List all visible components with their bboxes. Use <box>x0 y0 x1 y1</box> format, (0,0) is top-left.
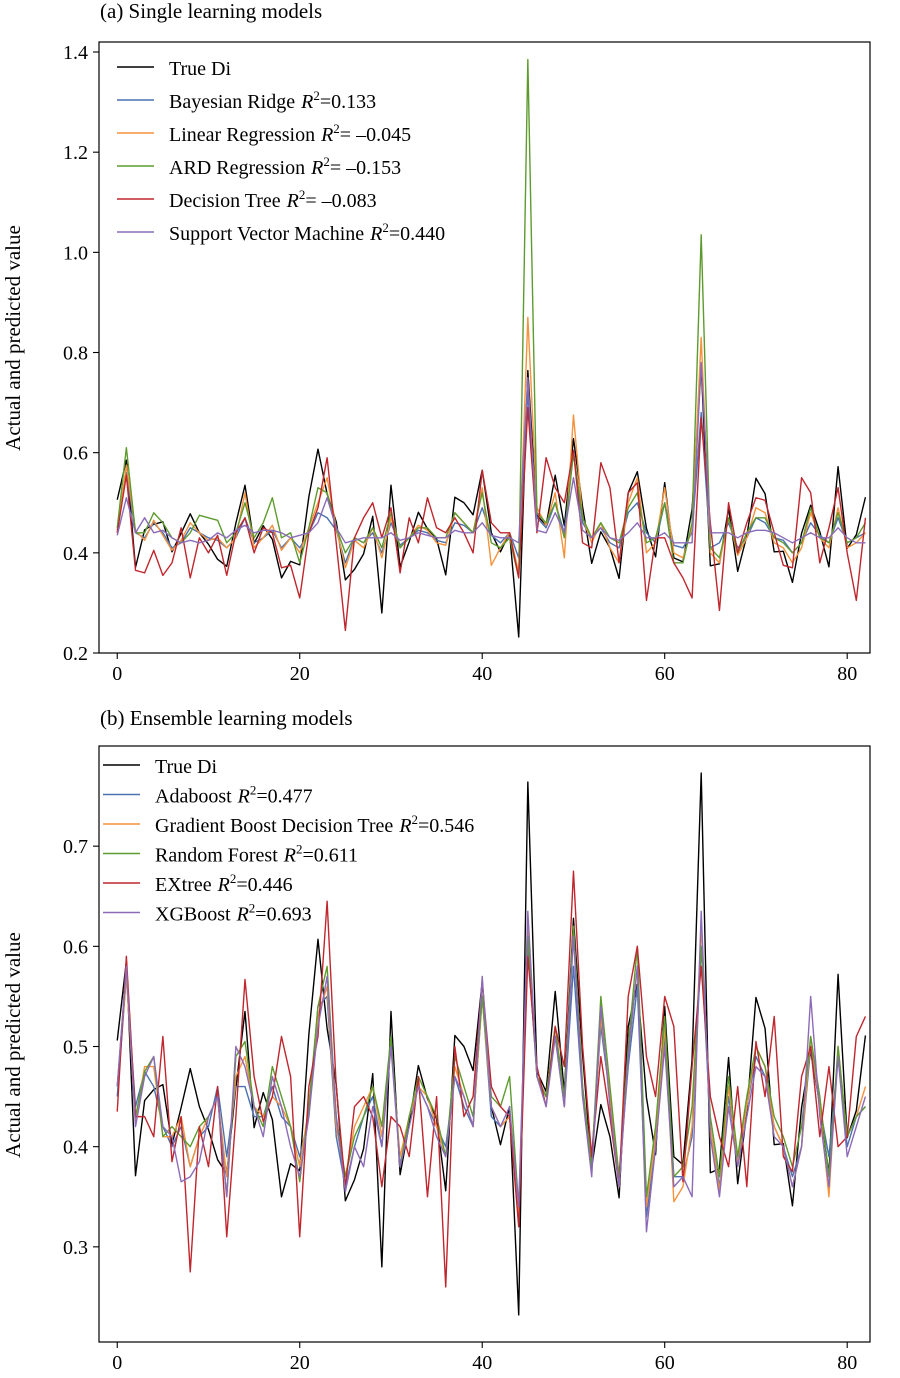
panel-b-series-random-forest <box>116 925 866 1208</box>
panel-a-y-axis-label: Actual and predicted value <box>1 225 25 451</box>
panel-b-legend-entry: Random Forest R2=0.611 <box>155 842 358 867</box>
panel-b-legend-entry: Adaboost R2=0.477 <box>155 783 313 808</box>
panel-b-legend-entry: True Di <box>155 756 217 778</box>
panel-b-x-tick-label: 40 <box>472 1352 492 1374</box>
panel-b-y-tick-label: 0.7 <box>63 836 88 858</box>
panel-b-y-tick-label: 0.5 <box>63 1037 88 1059</box>
panel-a-y-tick-label: 0.4 <box>63 543 88 565</box>
panel-b-y-tick-label: 0.6 <box>63 936 88 958</box>
panel-b-title: (b) Ensemble learning models <box>100 706 353 730</box>
panel-a-series-true-di <box>116 365 867 638</box>
panel-a-series-decision-tree <box>116 406 867 632</box>
panel-a-series-bayesian-ridge <box>116 391 866 564</box>
panel-a-series-ard-regression <box>116 58 867 579</box>
panel-b-legend-entry: Gradient Boost Decision Tree R2=0.546 <box>155 812 474 837</box>
panel-a-legend-entry: Decision Tree R2= –0.083 <box>169 187 377 212</box>
panel-a-legend-entry: True Di <box>169 58 231 80</box>
panel-a-axes: 0 20 40 60 80 0.2 0.4 0.6 0.8 1.0 1.2 1.4 <box>63 42 857 685</box>
panel-b-ensemble-learning-models: (b) Ensemble learning models Actual and … <box>1 706 871 1374</box>
panel-b-x-tick-label: 20 <box>290 1352 310 1374</box>
panel-a-legend-entry: Support Vector Machine R2=0.440 <box>169 220 445 245</box>
panel-a-title: (a) Single learning models <box>100 0 322 23</box>
panel-b-legend-entry: EXtree R2=0.446 <box>155 871 293 896</box>
panel-a-x-tick-label: 80 <box>837 663 857 685</box>
panel-a-x-tick-label: 60 <box>655 663 675 685</box>
panel-a-x-tick-label: 20 <box>290 663 310 685</box>
panel-a-legend-entry: Bayesian Ridge R2=0.133 <box>169 88 376 113</box>
panel-a-y-tick-label: 1.0 <box>63 242 88 264</box>
panel-a-legend-entry: Linear Regression R2= –0.045 <box>169 121 411 146</box>
panel-b-x-tick-label: 0 <box>112 1352 122 1374</box>
panel-b-y-tick-label: 0.3 <box>63 1237 88 1259</box>
panel-a-single-learning-models: (a) Single learning models Actual and pr… <box>1 0 871 685</box>
panel-b-legend-entry: XGBoost R2=0.693 <box>155 901 312 926</box>
panel-a-y-tick-label: 1.2 <box>63 142 88 164</box>
panel-a-y-tick-label: 0.6 <box>63 443 88 465</box>
panel-b-series-xgboost <box>116 910 867 1233</box>
panel-a-y-tick-label: 0.2 <box>63 643 88 665</box>
panel-a-legend: True Di Bayesian Ridge R2=0.133 Linear Regr… <box>117 58 445 245</box>
panel-a-y-tick-label: 0.8 <box>63 343 88 365</box>
panel-b-legend: True Di Adaboost R2=0.477 Gradient Boost De… <box>103 756 474 926</box>
panel-b-x-tick-label: 60 <box>655 1352 675 1374</box>
panel-b-frame <box>98 745 871 1343</box>
panel-a-frame <box>98 41 871 654</box>
panel-a-series-support-vector-machine <box>116 361 866 544</box>
panel-b-y-axis-label: Actual and predicted value <box>1 932 25 1158</box>
panel-b-series-extree <box>116 870 867 1288</box>
panel-a-plot-area <box>116 58 867 638</box>
panel-b-axes: 0 20 40 60 80 0.3 0.4 0.5 0.6 0.7 <box>63 836 857 1374</box>
panel-b-x-tick-label: 80 <box>837 1352 857 1374</box>
panel-a-y-tick-label: 1.4 <box>63 42 88 64</box>
panel-a-series-linear-regression <box>116 316 866 574</box>
panel-b-plot-area <box>116 772 867 1316</box>
panel-b-y-tick-label: 0.4 <box>63 1137 88 1159</box>
panel-a-x-tick-label: 0 <box>112 663 122 685</box>
panel-a-legend-entry: ARD Regression R2= –0.153 <box>169 154 401 179</box>
panel-a-x-tick-label: 40 <box>472 663 492 685</box>
